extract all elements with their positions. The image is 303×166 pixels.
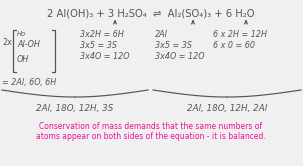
Text: 6 x 0 = 60: 6 x 0 = 60	[213, 41, 255, 50]
Text: 2Al, 18O, 12H, 2Al: 2Al, 18O, 12H, 2Al	[187, 104, 267, 113]
Text: 2 Al(OH)₃ + 3 H₂SO₄  ⇌  Al₂(SO₄)₃ + 6 H₂O: 2 Al(OH)₃ + 3 H₂SO₄ ⇌ Al₂(SO₄)₃ + 6 H₂O	[47, 8, 255, 18]
Text: 3x5 = 3S: 3x5 = 3S	[155, 41, 192, 50]
Text: 2Al: 2Al	[155, 30, 168, 39]
Text: Conservation of mass demands that the same numbers of: Conservation of mass demands that the sa…	[39, 122, 263, 131]
Text: OH: OH	[17, 55, 29, 64]
Text: 3x2H = 6H: 3x2H = 6H	[80, 30, 124, 39]
Text: 2Al, 18O, 12H, 3S: 2Al, 18O, 12H, 3S	[36, 104, 114, 113]
Text: atoms appear on both sides of the equation - it is balanced.: atoms appear on both sides of the equati…	[36, 132, 266, 141]
Text: 2x: 2x	[2, 38, 12, 47]
Text: 3x4O = 12O: 3x4O = 12O	[80, 52, 129, 61]
Text: 3x5 = 3S: 3x5 = 3S	[80, 41, 117, 50]
Text: Al-OH: Al-OH	[17, 40, 40, 49]
Text: 6 x 2H = 12H: 6 x 2H = 12H	[213, 30, 267, 39]
Text: = 2Al, 6O, 6H: = 2Al, 6O, 6H	[2, 78, 56, 87]
Text: 3x4O = 12O: 3x4O = 12O	[155, 52, 205, 61]
Text: Ho: Ho	[17, 31, 26, 37]
